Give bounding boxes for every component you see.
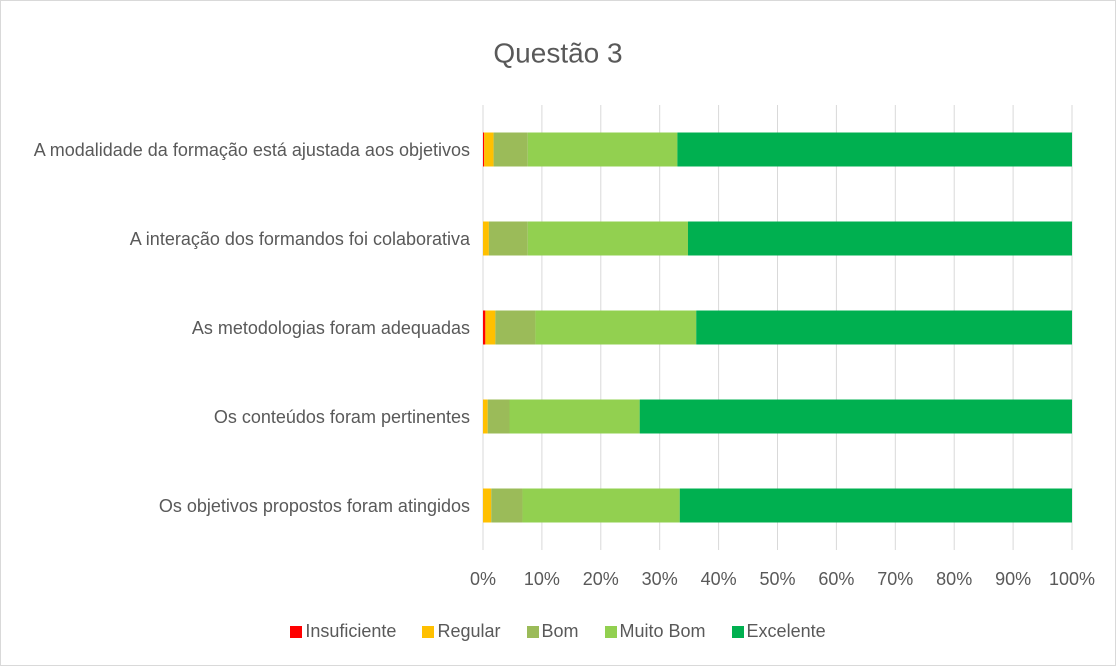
category-label-box: A interação dos formandos foi colaborati… bbox=[20, 227, 470, 251]
bar-segment bbox=[483, 310, 486, 345]
category-label-box: As metodologias foram adequadas bbox=[20, 316, 470, 340]
x-tick-label: 30% bbox=[642, 569, 678, 589]
legend-item: Muito Bom bbox=[604, 621, 706, 642]
bar-segment bbox=[483, 488, 492, 523]
x-tick-label: 80% bbox=[936, 569, 972, 589]
x-tick-label: 50% bbox=[759, 569, 795, 589]
legend-swatch bbox=[422, 625, 435, 638]
category-label-box: Os objetivos propostos foram atingidos bbox=[20, 494, 470, 518]
y-tick-label: As metodologias foram adequadas bbox=[191, 317, 470, 338]
legend-swatch bbox=[604, 625, 617, 638]
bar-segment bbox=[527, 221, 688, 256]
legend-swatch bbox=[526, 625, 539, 638]
y-tick-label: Os objetivos propostos foram atingidos bbox=[158, 495, 470, 516]
x-tick-label: 70% bbox=[877, 569, 913, 589]
legend-label: Regular bbox=[437, 621, 501, 641]
legend-item: Regular bbox=[422, 621, 501, 642]
bar-segment bbox=[483, 399, 488, 434]
legend-label: Insuficiente bbox=[305, 621, 397, 641]
bar-segment bbox=[527, 132, 678, 167]
bar-segment bbox=[493, 132, 528, 167]
legend-label: Bom bbox=[541, 621, 579, 641]
bar-segment bbox=[485, 310, 496, 345]
category-label-box: Os conteúdos foram pertinentes bbox=[20, 405, 470, 429]
x-tick-label: 90% bbox=[995, 569, 1031, 589]
bar-segment bbox=[535, 310, 697, 345]
x-tick-label: 0% bbox=[470, 569, 496, 589]
y-tick-label: A interação dos formandos foi colaborati… bbox=[129, 228, 470, 249]
legend-item: Excelente bbox=[731, 621, 826, 642]
x-tick-label: 10% bbox=[524, 569, 560, 589]
bar-segment bbox=[484, 132, 494, 167]
bar-segment bbox=[487, 399, 510, 434]
legend-swatch bbox=[290, 625, 303, 638]
y-tick-label: Os conteúdos foram pertinentes bbox=[213, 406, 470, 427]
bar-segment bbox=[522, 488, 680, 523]
legend-item: Insuficiente bbox=[290, 621, 396, 642]
bar-segment bbox=[677, 132, 1072, 167]
bar-segment bbox=[491, 488, 523, 523]
bar-segment bbox=[483, 132, 485, 167]
bar-segment bbox=[639, 399, 1072, 434]
legend-label: Excelente bbox=[746, 621, 826, 641]
legend-item: Bom bbox=[526, 621, 579, 642]
bar-segment bbox=[488, 221, 528, 256]
bar-segment bbox=[483, 221, 489, 256]
y-tick-label: A modalidade da formação está ajustada a… bbox=[33, 139, 470, 160]
legend: Insuficiente Regular Bom Muito Bom Excelente bbox=[0, 621, 1116, 642]
x-tick-label: 60% bbox=[818, 569, 854, 589]
bar-segment bbox=[509, 399, 640, 434]
bar-segment bbox=[687, 221, 1072, 256]
legend-label: Muito Bom bbox=[619, 621, 706, 641]
bar-segment bbox=[696, 310, 1072, 345]
category-label-box: A modalidade da formação está ajustada a… bbox=[20, 138, 470, 162]
bar-segment bbox=[679, 488, 1072, 523]
x-tick-label: 20% bbox=[583, 569, 619, 589]
legend-swatch bbox=[731, 625, 744, 638]
bar-segment bbox=[495, 310, 536, 345]
x-tick-label: 100% bbox=[1049, 569, 1095, 589]
x-tick-label: 40% bbox=[701, 569, 737, 589]
chart-title: Questão 3 bbox=[493, 37, 622, 68]
